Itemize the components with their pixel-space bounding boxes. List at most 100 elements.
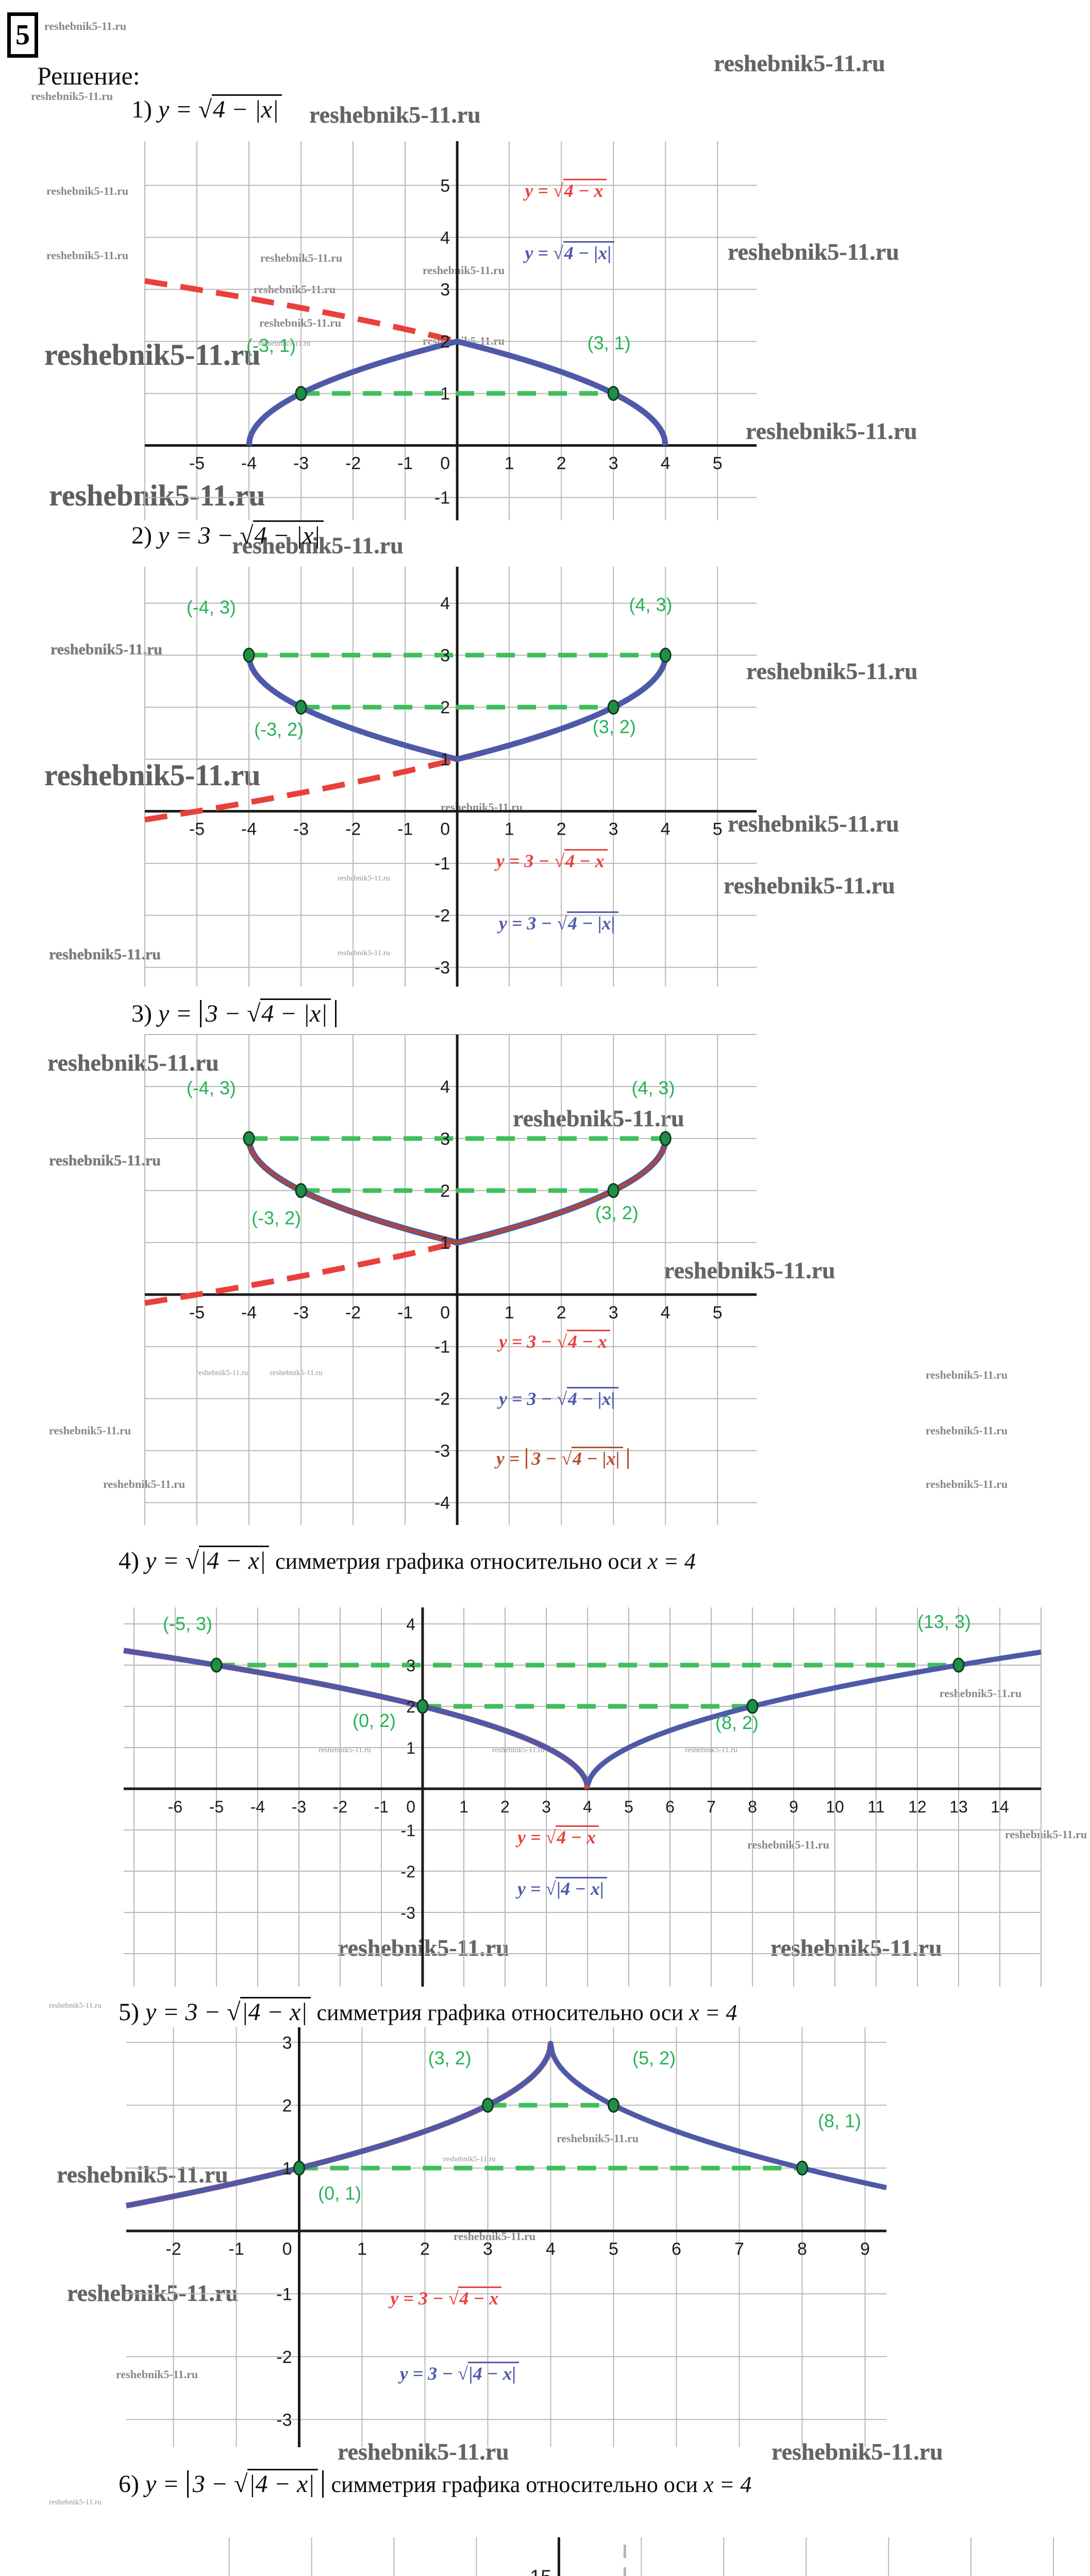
watermark: reshebnik5-11.ru xyxy=(49,1152,161,1169)
plot-canvas-5: -2 -1 0 1 2 3 4 5 6 7 8 9 3 2 1 -1 -2 -3 (3, 2) (5, 2) (0, 1… xyxy=(124,2027,887,2447)
y-tick-label: 15 xyxy=(530,2567,551,2576)
x-tick-label: 3 xyxy=(483,2239,493,2259)
axes xyxy=(126,2027,886,2447)
point-marker xyxy=(293,2160,306,2176)
symmetry-note: симметрия графика относительно оси x = 4 xyxy=(275,1549,696,1574)
sqrt-radical: 4 − |x| xyxy=(553,241,615,264)
x-tick-label: -3 xyxy=(292,1798,306,1816)
graph-3: -5 -4 -3 -2 -1 0 1 2 3 4 5 4 3 2 1 -1 -2 -3 -4 (-4, 3) (4, 3… xyxy=(143,1034,757,1525)
point-label: (4, 3) xyxy=(632,1077,675,1098)
y-tick-label: 3 xyxy=(406,1656,415,1675)
y-tick-label: 4 xyxy=(440,1077,450,1097)
legend-item-5-2: y = 3 − |4 − x| xyxy=(400,2362,519,2384)
point-label: (0, 2) xyxy=(353,1710,396,1731)
marked-points xyxy=(243,648,672,715)
point-label: (3, 1) xyxy=(588,332,631,353)
section-title-2: 2) y = 3 − 4 − |x| xyxy=(131,520,324,550)
curve-2-2 xyxy=(246,654,668,762)
x-tick-label: -2 xyxy=(333,1798,347,1816)
x-tick-label: 0 xyxy=(440,454,450,473)
graph-4: -6 -5 -4 -3 -2 -1 0 1 2 3 4 5 6 7 8 9 10 11 12 13 14 4 3 2 1 -1 -2… xyxy=(122,1607,1042,1987)
x-tick-label: -3 xyxy=(293,820,309,839)
x-tick-label: -2 xyxy=(345,820,361,839)
point-marker xyxy=(952,1657,965,1673)
marked-points xyxy=(295,386,619,401)
sqrt-radical: 4 − |x| xyxy=(198,94,282,123)
watermark: reshebnik5-11.ru xyxy=(338,2438,509,2465)
x-tick-label: -2 xyxy=(345,454,361,473)
plot-canvas-1: -5 -4 -3 -2 -1 0 1 2 3 4 5 5 4 3 2 1 -1 (-3, 1) (3, 1) xyxy=(143,141,757,520)
solution-heading: Решение: xyxy=(37,61,140,90)
sqrt-radical: 4 − x xyxy=(554,849,608,871)
plot-canvas-4: -6 -5 -4 -3 -2 -1 0 1 2 3 4 5 6 7 8 9 10 11 12 13 144321-1-2… xyxy=(122,1607,1042,1987)
point-marker xyxy=(295,700,307,715)
x-tick-label: 5 xyxy=(713,1303,723,1323)
y-tick-label: -2 xyxy=(401,1862,415,1881)
tick-labels: -20-15-10-5051015202515105-5 xyxy=(530,2567,551,2576)
x-tick-label: -5 xyxy=(209,1798,224,1816)
x-tick-label: -1 xyxy=(228,2239,244,2259)
legend-item-4-1: y = 4 − x xyxy=(517,1825,599,1848)
section-title-3: 3) y = 3 − 4 − |x| xyxy=(131,998,338,1028)
y-tick-label: 3 xyxy=(282,2033,292,2053)
watermark: reshebnik5-11.ru xyxy=(103,1478,186,1490)
axes xyxy=(124,1607,1041,1987)
point-marker xyxy=(416,1699,429,1714)
x-tick-label: 4 xyxy=(661,454,670,473)
x-tick-label: 4 xyxy=(546,2239,556,2259)
graph-2: -5 -4 -3 -2 -1 0 1 2 3 4 5 4 3 2 1 -1 -2 -3 (-4, 3) (4, 3)(… xyxy=(143,567,757,987)
x-tick-label: 6 xyxy=(672,2239,681,2259)
x-tick-label: 10 xyxy=(826,1798,844,1816)
x-tick-label: -1 xyxy=(374,1798,389,1816)
point-labels: (-5, 3) (0, 2) (8, 2) (13, 3) xyxy=(163,1611,971,1733)
watermark: reshebnik5-11.ru xyxy=(728,810,899,837)
y-tick-label: 4 xyxy=(406,1615,415,1634)
watermark: reshebnik5-11.ru xyxy=(338,874,390,883)
sqrt-radical: 4 − x xyxy=(553,179,607,201)
x-tick-label: 12 xyxy=(908,1798,927,1816)
tick-labels: -5 -4 -3 -2 -1 0 1 2 3 4 5 5 4 3 2 1 -1 xyxy=(189,176,723,508)
x-tick-label: -4 xyxy=(250,1798,265,1816)
y-tick-label: -2 xyxy=(276,2347,292,2367)
axes xyxy=(145,567,757,987)
x-tick-label: 2 xyxy=(500,1798,510,1816)
x-tick-label: 1 xyxy=(505,820,514,839)
curve-5-1 xyxy=(124,2042,554,2209)
watermark: reshebnik5-11.ru xyxy=(423,264,505,277)
x-tick-label: 9 xyxy=(860,2239,870,2259)
legend-item-2-1: y = 3 − 4 − x xyxy=(496,849,608,872)
point-marker xyxy=(796,2160,809,2176)
curve-1-2 xyxy=(246,338,668,446)
watermark: reshebnik5-11.ru xyxy=(1005,1828,1087,1841)
y-tick-label: 2 xyxy=(440,698,450,718)
sqrt-radical: |4 − x| xyxy=(546,1877,607,1899)
watermark: reshebnik5-11.ru xyxy=(259,316,342,329)
y-tick-label: -4 xyxy=(434,1494,450,1513)
x-tick-label: 4 xyxy=(583,1798,592,1816)
watermark: reshebnik5-11.ru xyxy=(116,2368,198,2381)
sqrt-radical: |4 − x| xyxy=(234,2469,318,2498)
x-tick-label: 14 xyxy=(991,1798,1009,1816)
symmetry-note: симметрия графика относительно оси x = 4 xyxy=(331,2472,752,2497)
legend-item-5-1: y = 3 − 4 − x xyxy=(390,2286,502,2309)
watermark: reshebnik5-11.ru xyxy=(940,1687,1022,1700)
x-tick-label: -4 xyxy=(241,820,257,839)
y-tick-label: 1 xyxy=(440,750,450,770)
sqrt-radical: 4 − x xyxy=(557,1329,610,1352)
watermark: reshebnik5-11.ru xyxy=(49,2002,102,2010)
x-tick-label: 8 xyxy=(748,1798,757,1816)
x-tick-label: 0 xyxy=(406,1798,415,1816)
graph-1: -5 -4 -3 -2 -1 0 1 2 3 4 5 5 4 3 2 1 -1 (-3, 1) (3, 1) y = … xyxy=(143,141,757,520)
section-title-1: 1) y = 4 − |x| xyxy=(131,94,282,124)
y-tick-label: 2 xyxy=(440,1181,450,1201)
point-marker xyxy=(608,2097,620,2113)
point-marker xyxy=(210,1657,223,1673)
watermark: reshebnik5-11.ru xyxy=(232,532,404,558)
watermark: reshebnik5-11.ru xyxy=(746,418,917,444)
legend-item-4-2: y = |4 − x| xyxy=(517,1877,607,1900)
legend-item-3-3: y = 3 − 4 − |x| xyxy=(496,1446,630,1469)
point-label: (4, 3) xyxy=(629,594,672,615)
point-label: (3, 2) xyxy=(593,716,636,737)
watermark: reshebnik5-11.ru xyxy=(724,872,895,899)
